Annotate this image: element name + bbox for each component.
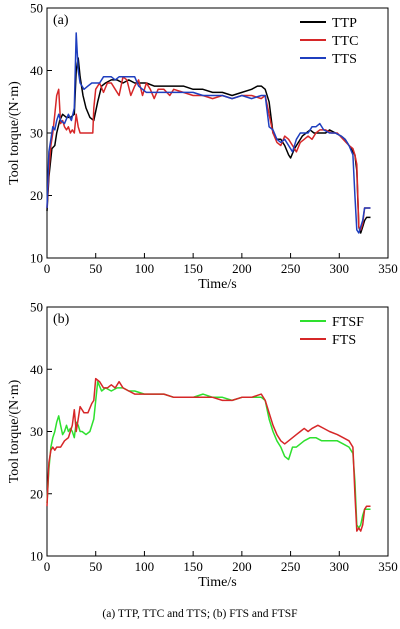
series-line-ftsf [46,380,371,529]
series-line-tts [46,32,371,234]
y-tick-label: 40 [30,362,43,377]
x-tick-label: 50 [89,261,102,276]
y-tick-label: 20 [30,188,43,203]
y-tick-label: 10 [30,549,43,564]
x-tick-label: 50 [89,559,102,574]
x-tick-label: 100 [135,559,155,574]
x-axis-label: Time/s [198,575,236,590]
series-line-fts [46,377,371,532]
y-axis-label: Tool torque/(N·m) [7,81,22,185]
y-tick-label: 50 [30,300,43,315]
y-tick-label: 50 [30,1,43,16]
x-tick-label: 300 [330,261,350,276]
x-tick-label: 150 [183,559,203,574]
legend-label-ttp: TTP [332,16,357,31]
y-tick-label: 10 [30,251,43,266]
legend-label-tts: TTS [332,52,357,67]
y-tick-label: 30 [30,126,43,141]
y-axis-label: Tool torque/(N·m) [7,379,22,483]
panel-label-a: (a) [53,13,69,28]
x-tick-label: 0 [44,261,51,276]
y-tick-label: 30 [30,424,43,439]
chart-panel-b: 0 50 100 150 200 250 300 350 10 20 30 40 50 FTSF FTS (b… [7,300,398,591]
legend-label-ttc: TTC [332,34,358,49]
x-tick-label: 100 [135,261,155,276]
x-tick-label: 350 [378,261,398,276]
legend-label-ftsf: FTSF [332,315,364,330]
x-axis-label: Time/s [198,277,236,292]
x-tick-label: 200 [232,559,252,574]
x-tick-label: 300 [330,559,350,574]
x-tick-label: 0 [44,559,51,574]
figure-caption: (a) TTP, TTC and TTS; (b) FTS and FTSF [102,608,297,620]
x-tick-label: 350 [378,559,398,574]
x-tick-label: 250 [281,261,301,276]
series-line-ttp [46,57,371,234]
panel-label-b: (b) [53,312,70,327]
y-tick-label: 20 [30,486,43,501]
x-tick-label: 250 [281,559,301,574]
x-tick-label: 150 [183,261,203,276]
chart-panel-a: 0 50 100 150 200 250 300 350 10 20 30 40 50 TTP TTC TTS… [7,1,398,293]
x-tick-label: 200 [232,261,252,276]
y-tick-label: 40 [30,63,43,78]
legend-label-fts: FTS [332,333,356,348]
series-line-ttc [46,76,371,231]
